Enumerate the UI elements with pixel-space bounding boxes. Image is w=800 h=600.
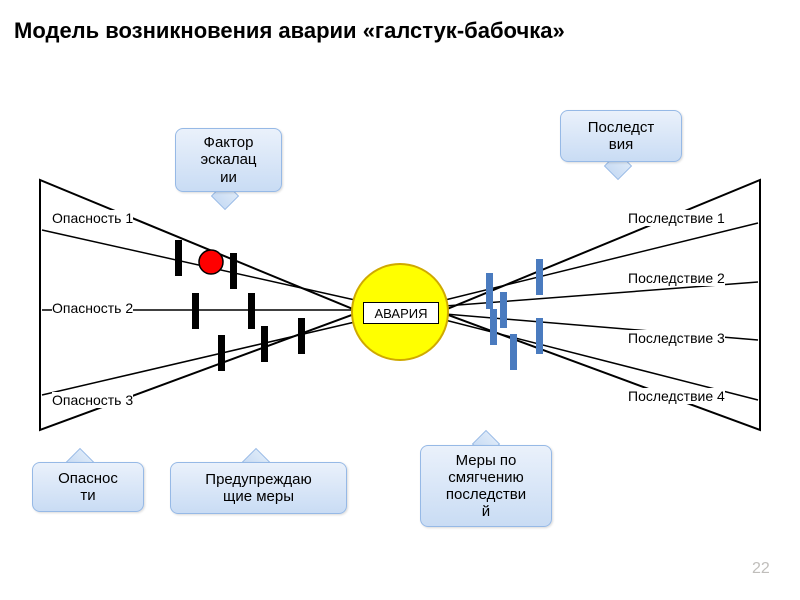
center-label: АВАРИЯ: [363, 302, 439, 324]
callout-consequences: Последствия: [560, 110, 682, 162]
consequence-label-1: Последствие 1: [628, 210, 725, 226]
hazard-label-2: Опасность 2: [52, 300, 133, 316]
callout-preventive: Предупреждающие меры: [170, 462, 347, 514]
consequence-label-2: Последствие 2: [628, 270, 725, 286]
callout-mitigation: Меры посмягчениюпоследствий: [420, 445, 552, 527]
consequence-label-3: Последствие 3: [628, 330, 725, 346]
page-number: 22: [752, 560, 770, 578]
page-title: Модель возникновения аварии «галстук-баб…: [14, 18, 565, 44]
callout-escalation: Факторэскалации: [175, 128, 282, 192]
consequence-label-4: Последствие 4: [628, 388, 725, 404]
hazard-label-3: Опасность 3: [52, 392, 133, 408]
callout-hazards: Опасности: [32, 462, 144, 512]
hazard-label-1: Опасность 1: [52, 210, 133, 226]
bowtie-diagram: { "title": {"text":"Модель возникновения…: [0, 0, 800, 600]
